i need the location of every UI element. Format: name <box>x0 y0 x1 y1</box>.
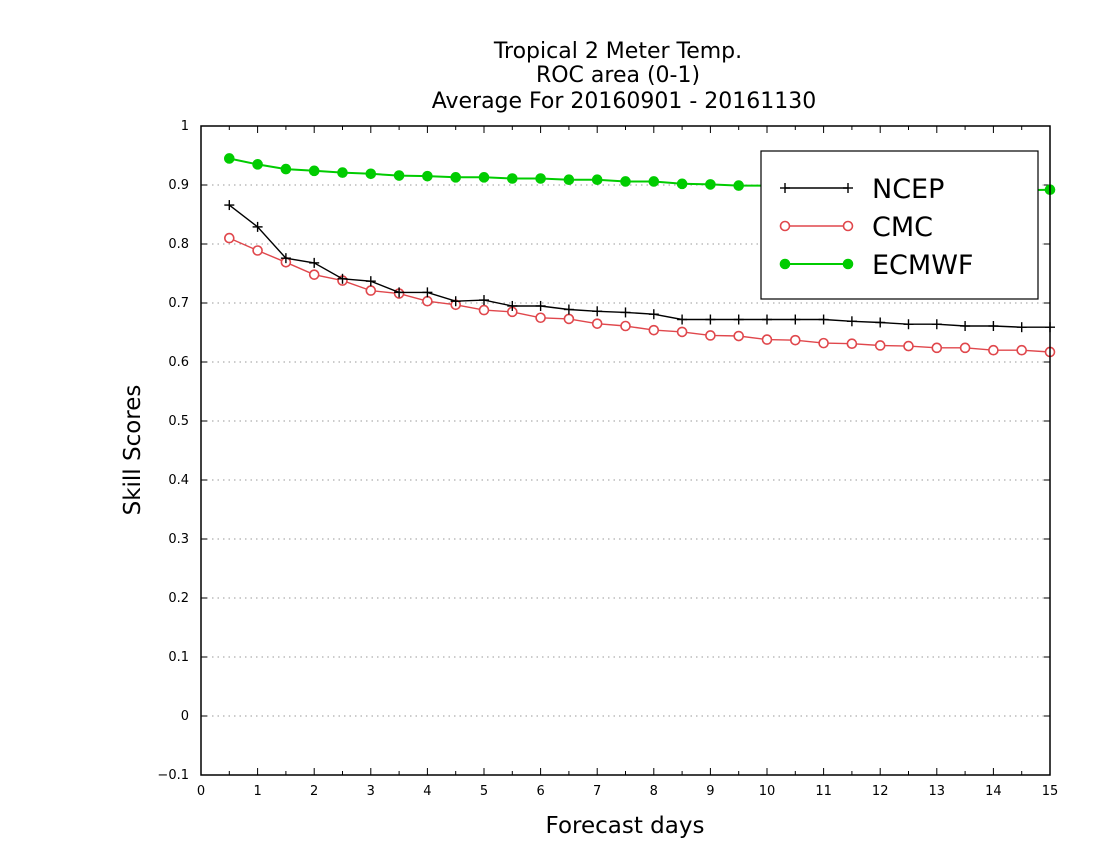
x-axis-ticks: 0 1 2 3 4 5 6 7 8 9 10 11 12 13 14 15 <box>197 126 1058 799</box>
y-axis-ticks: −0.1 0 0.1 0.2 0.3 0.4 0.5 0.6 0.7 0.8 0.9 1 <box>157 119 1050 783</box>
chart-title-line-2: ROC area (0-1) <box>536 63 700 88</box>
x-tick-label: 10 <box>759 784 776 799</box>
y-tick-label: 0.1 <box>168 650 189 665</box>
legend-swatch-marker <box>842 220 854 232</box>
legend-label: CMC <box>872 212 933 243</box>
data-point-ecmwf <box>422 170 433 182</box>
y-tick-label: 0 <box>181 709 189 724</box>
data-point-cmc <box>789 334 801 346</box>
data-point-ecmwf <box>648 176 660 187</box>
data-point-ecmwf <box>365 168 377 180</box>
y-tick-label: 0.6 <box>168 355 189 370</box>
series-ncep <box>224 200 1055 333</box>
x-tick-label: 7 <box>593 784 601 799</box>
x-tick-label: 0 <box>197 784 205 799</box>
x-tick-label: 9 <box>706 784 714 799</box>
x-tick-label: 8 <box>650 784 658 799</box>
legend-label: ECMWF <box>872 250 973 281</box>
y-tick-label: 0.8 <box>168 237 189 252</box>
x-tick-label: 13 <box>929 784 946 799</box>
data-point-cmc <box>563 313 575 325</box>
chart-title-line-1: Tropical 2 Meter Temp. <box>493 39 742 64</box>
data-point-ecmwf <box>280 163 292 175</box>
data-point-cmc <box>1016 344 1028 356</box>
data-point-ecmwf <box>535 173 546 184</box>
chart-title: Tropical 2 Meter Temp. ROC area (0-1) Av… <box>432 39 817 114</box>
x-tick-label: 6 <box>536 784 544 799</box>
data-point-ecmwf <box>733 180 745 191</box>
data-point-cmc <box>818 337 829 349</box>
legend-label: NCEP <box>872 174 944 205</box>
data-point-ecmwf <box>393 170 405 181</box>
data-point-cmc <box>903 340 914 352</box>
data-point-ecmwf <box>591 174 603 185</box>
legend: NCEP CMC ECMWF <box>760 150 1039 300</box>
y-tick-label: −0.1 <box>157 768 189 783</box>
y-tick-label: 0.5 <box>168 414 189 429</box>
y-tick-label: 0.9 <box>168 178 189 193</box>
data-point-ecmwf <box>224 153 235 164</box>
data-point-cmc <box>648 324 660 336</box>
data-point-cmc <box>365 285 377 296</box>
y-tick-label: 0.3 <box>168 532 189 547</box>
data-point-cmc <box>874 340 886 351</box>
data-point-ecmwf <box>450 172 462 183</box>
data-point-ecmwf <box>676 178 688 190</box>
data-point-ecmwf <box>337 167 348 178</box>
y-axis-label: Skill Scores <box>120 385 146 516</box>
data-point-cmc <box>591 318 603 329</box>
x-tick-label: 2 <box>310 784 318 799</box>
legend-item-ncep: NCEP <box>780 174 944 205</box>
x-tick-label: 15 <box>1042 784 1059 799</box>
x-tick-label: 4 <box>423 784 431 799</box>
y-tick-label: 0.2 <box>168 591 189 606</box>
data-point-cmc <box>676 326 688 338</box>
y-tick-label: 0.7 <box>168 296 189 311</box>
data-point-cmc <box>733 330 745 342</box>
plot-frame <box>200 125 1051 776</box>
x-tick-label: 1 <box>253 784 261 799</box>
x-tick-label: 12 <box>872 784 889 799</box>
data-point-ecmwf <box>478 172 490 183</box>
legend-swatch-marker <box>842 258 854 270</box>
data-point-cmc <box>705 330 716 341</box>
x-axis-label: Forecast days <box>546 813 705 839</box>
data-point-ecmwf <box>620 176 631 187</box>
legend-swatch-marker <box>779 258 791 270</box>
x-tick-label: 5 <box>480 784 488 799</box>
data-point-ecmwf <box>563 174 575 185</box>
legend-box <box>760 150 1039 300</box>
x-tick-label: 14 <box>985 784 1002 799</box>
chart-title-line-3: Average For 20160901 - 20161130 <box>432 89 817 114</box>
data-point-cmc <box>422 295 433 307</box>
data-point-cmc <box>535 312 546 324</box>
data-point-cmc <box>620 320 631 332</box>
data-point-ecmwf <box>252 159 263 170</box>
x-tick-label: 11 <box>815 784 832 799</box>
legend-item-cmc: CMC <box>779 212 933 243</box>
data-point-cmc <box>478 304 490 316</box>
data-point-cmc <box>252 245 263 256</box>
y-tick-label: 0.4 <box>168 473 189 488</box>
data-point-cmc <box>308 269 320 280</box>
data-point-cmc <box>224 232 235 244</box>
data-point-ecmwf <box>308 165 320 177</box>
data-point-ecmwf <box>705 179 716 190</box>
data-point-cmc <box>846 338 858 350</box>
data-point-cmc <box>988 344 999 356</box>
x-tick-label: 3 <box>367 784 375 799</box>
legend-swatch-marker <box>779 220 791 232</box>
legend-item-ecmwf: ECMWF <box>779 250 973 281</box>
data-point-cmc <box>931 342 943 354</box>
data-point-cmc <box>959 342 971 354</box>
y-tick-label: 1 <box>181 119 189 134</box>
data-point-ecmwf <box>507 173 518 184</box>
data-point-cmc <box>761 334 773 345</box>
